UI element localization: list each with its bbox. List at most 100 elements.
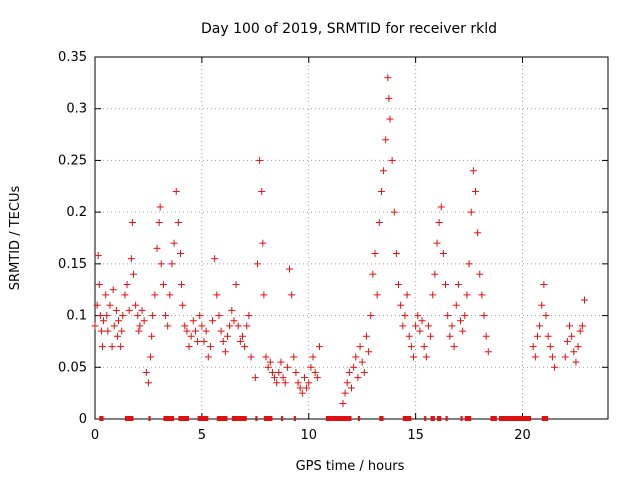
data-point [277, 358, 285, 366]
gap-marker [357, 416, 361, 421]
data-point [546, 343, 554, 351]
y-tick-label: 0.1 [66, 309, 87, 324]
data-point [183, 327, 191, 335]
gap-marker [263, 416, 273, 421]
data-point [414, 312, 422, 320]
data-point [108, 343, 116, 351]
data-point [224, 332, 232, 340]
data-point [91, 322, 99, 330]
data-point [390, 208, 398, 216]
data-point [446, 332, 454, 340]
data-point [178, 281, 186, 289]
data-point [474, 229, 482, 237]
data-point [420, 343, 428, 351]
data-point [422, 353, 430, 361]
data-point [258, 187, 266, 195]
data-point [407, 343, 415, 351]
data-point [341, 389, 349, 397]
data-point [110, 322, 118, 330]
data-point [194, 337, 202, 345]
data-point [529, 343, 537, 351]
data-point [226, 322, 234, 330]
data-point [138, 306, 146, 314]
data-point [96, 312, 104, 320]
data-point [221, 348, 229, 356]
data-point [251, 374, 259, 382]
data-point [450, 343, 458, 351]
data-point [362, 332, 370, 340]
data-point [128, 218, 136, 226]
data-point [431, 270, 439, 278]
data-point [566, 322, 574, 330]
data-point [113, 332, 121, 340]
data-point [339, 399, 347, 407]
data-point [168, 260, 176, 268]
data-point [117, 343, 125, 351]
data-point [118, 327, 126, 335]
data-point [315, 343, 323, 351]
data-point [397, 301, 405, 309]
data-point [127, 255, 135, 263]
data-point [283, 363, 291, 371]
data-point [457, 317, 465, 325]
data-point [281, 379, 289, 387]
data-point [551, 363, 559, 371]
data-point [576, 327, 584, 335]
data-point [412, 322, 420, 330]
data-point [268, 368, 276, 376]
data-point [93, 301, 101, 309]
data-point [264, 363, 272, 371]
data-point [204, 353, 212, 361]
data-point [262, 353, 270, 361]
data-point [290, 353, 298, 361]
y-tick-label: 0.25 [58, 153, 87, 168]
data-point [142, 368, 150, 376]
data-point [102, 291, 110, 299]
gap-marker [148, 416, 151, 421]
axis-ticks: 0 0.05 0.1 0.15 0.2 0.25 0.3 0.35 0 5 10 15 20 [58, 50, 608, 443]
data-point [134, 312, 142, 320]
data-point [367, 312, 375, 320]
data-point [536, 322, 544, 330]
x-tick-label: 15 [407, 428, 424, 443]
data-point [416, 327, 424, 335]
data-point [234, 322, 242, 330]
data-point [433, 239, 441, 247]
data-point [144, 379, 152, 387]
grid-lines [95, 57, 608, 419]
data-point [230, 317, 238, 325]
data-point [241, 343, 249, 351]
data-point [478, 291, 486, 299]
gap-marker [379, 416, 384, 421]
data-point [95, 281, 103, 289]
data-point [238, 332, 246, 340]
data-point [544, 332, 552, 340]
data-point [198, 322, 206, 330]
data-point [153, 244, 161, 252]
data-point [305, 379, 313, 387]
y-tick-label: 0.3 [66, 102, 87, 117]
gap-marker [490, 416, 497, 421]
data-point [578, 322, 586, 330]
data-point [147, 353, 155, 361]
data-point [148, 332, 156, 340]
gap-marker [216, 416, 228, 421]
gap-marker [255, 416, 258, 421]
chart-title: Day 100 of 2019, SRMTID for receiver rkl… [201, 21, 497, 37]
data-points [91, 74, 588, 407]
gap-marker [231, 416, 247, 421]
data-point [300, 374, 308, 382]
data-point [103, 312, 111, 320]
gap-marker [178, 416, 190, 421]
data-point [392, 250, 400, 258]
gap-marker [124, 416, 134, 421]
data-point [307, 363, 315, 371]
data-point [140, 317, 148, 325]
data-point [232, 281, 240, 289]
y-tick-label: 0.15 [58, 257, 87, 272]
gap-marker [424, 416, 427, 421]
data-point [452, 301, 460, 309]
data-point [476, 270, 484, 278]
data-point [181, 322, 189, 330]
data-point [467, 208, 475, 216]
